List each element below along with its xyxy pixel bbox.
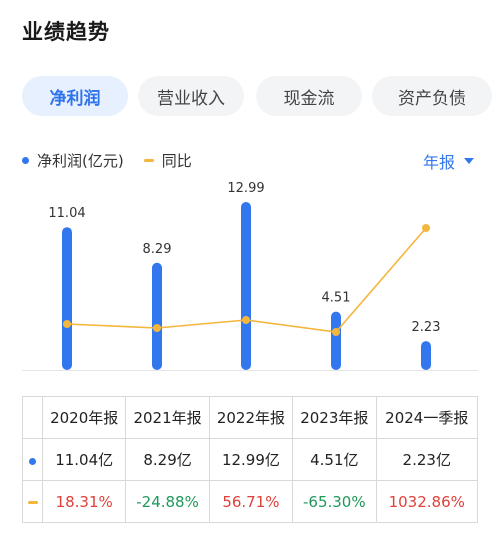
yoy-cell: 18.31% (41, 480, 127, 523)
tab-net-profit[interactable]: 净利润 (22, 76, 128, 116)
bar-value-label: 4.51 (322, 291, 351, 306)
bar (152, 262, 162, 370)
column-header: 2021年报 (125, 396, 210, 439)
row-marker-cell (22, 480, 43, 523)
row-marker-cell (22, 438, 43, 481)
column-header: 2023年报 (292, 396, 377, 439)
profit-cell: 11.04亿 (41, 438, 127, 481)
profit-cell: 2.23亿 (375, 438, 478, 481)
tab-balance-sheet[interactable]: 资产负债 (372, 76, 492, 116)
bar-value-label: 2.23 (412, 320, 441, 335)
column-header: 2024一季报 (375, 396, 478, 439)
bar (241, 202, 251, 370)
tab-cash-flow[interactable]: 现金流 (256, 76, 362, 116)
yoy-row-marker (27, 500, 38, 504)
page-title: 业绩趋势 (22, 20, 110, 44)
tab-revenue[interactable]: 营业收入 (138, 76, 244, 116)
bar-legend-label: 净利润(亿元) (37, 151, 124, 170)
bar-value-label: 12.99 (227, 181, 264, 196)
yoy-cell: 56.71% (208, 480, 294, 523)
yoy-cell: -65.30% (292, 480, 377, 523)
caret-down-icon (464, 158, 474, 164)
bar (421, 341, 431, 370)
bar-value-label: 8.29 (143, 242, 172, 257)
bar-value-label: 11.04 (48, 206, 85, 221)
data-table: 2020年报 2021年报 2022年报 2023年报 2024一季报 11.0… (22, 396, 478, 523)
line-legend-label: 同比 (161, 151, 192, 170)
bar (331, 311, 341, 370)
net-profit-chart: 11.04 8.29 12.99 4.51 2.23 (22, 181, 478, 371)
profit-cell: 8.29亿 (125, 438, 210, 481)
yoy-cell: 1032.86% (375, 480, 478, 523)
metric-tabs: 净利润 营业收入 现金流 资产负债 (22, 76, 492, 116)
column-header: 2020年报 (41, 396, 127, 439)
line-legend-marker (143, 158, 154, 162)
yoy-cell: -24.88% (125, 480, 210, 523)
yoy-point (332, 328, 340, 336)
yoy-point (153, 324, 161, 332)
chart-legend: 净利润(亿元) 同比 (22, 150, 192, 170)
table-corner-cell (22, 396, 43, 439)
table-row-profit: 11.04亿 8.29亿 12.99亿 4.51亿 2.23亿 (22, 438, 478, 481)
yoy-point (63, 320, 71, 328)
profit-cell: 12.99亿 (208, 438, 294, 481)
column-header: 2022年报 (208, 396, 294, 439)
bar-legend-marker (22, 156, 29, 164)
profit-row-marker (29, 457, 36, 465)
yoy-point (422, 224, 430, 232)
bar (62, 227, 72, 370)
table-row-yoy: 18.31% -24.88% 56.71% -65.30% 1032.86% (22, 480, 478, 523)
table-header-row: 2020年报 2021年报 2022年报 2023年报 2024一季报 (22, 396, 478, 439)
period-selector-label: 年报 (422, 153, 455, 172)
yoy-point (242, 316, 250, 324)
period-selector[interactable]: 年报 (423, 149, 474, 173)
profit-cell: 4.51亿 (292, 438, 377, 481)
